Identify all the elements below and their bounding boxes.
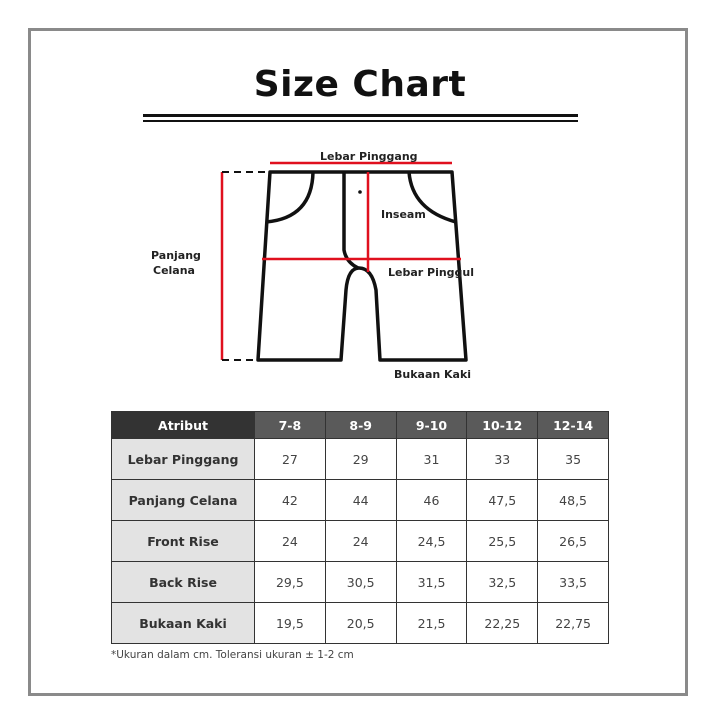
label-waist: Lebar Pinggang: [320, 150, 418, 163]
label-inseam: Inseam: [381, 208, 426, 221]
label-length-2: Celana: [153, 264, 195, 277]
table-row: Panjang Celana 42 44 46 47,5 48,5: [111, 479, 609, 521]
button-dot: [358, 190, 362, 194]
cell: 33,5: [537, 561, 609, 603]
cell: 19,5: [254, 602, 326, 644]
header-cell: 9-10: [395, 411, 468, 439]
label-hip: Lebar Pinggul: [388, 266, 475, 279]
cell: 22,75: [537, 602, 609, 644]
table-row: Bukaan Kaki 19,5 20,5 21,5 22,25 22,75: [111, 602, 609, 644]
row-label: Back Rise: [111, 561, 255, 603]
header-cell: Atribut: [111, 411, 255, 439]
cell: 31: [395, 438, 468, 480]
table-header: Atribut 7-8 8-9 9-10 10-12 12-14: [111, 411, 609, 439]
header-cell: 12-14: [537, 411, 609, 439]
cell: 29,5: [254, 561, 326, 603]
cell: 21,5: [395, 602, 468, 644]
cell: 25,5: [466, 520, 539, 562]
table-row: Back Rise 29,5 30,5 31,5 32,5 33,5: [111, 561, 609, 603]
table-row: Lebar Pinggang 27 29 31 33 35: [111, 438, 609, 480]
cell: 30,5: [324, 561, 397, 603]
cell: 29: [324, 438, 397, 480]
cell: 26,5: [537, 520, 609, 562]
header-cell: 7-8: [254, 411, 326, 439]
cell: 22,25: [466, 602, 539, 644]
size-table: Atribut 7-8 8-9 9-10 10-12 12-14 Lebar P…: [111, 411, 609, 644]
title-rule-top: [143, 114, 578, 117]
label-leg-opening: Bukaan Kaki: [394, 368, 472, 381]
cell: 46: [395, 479, 468, 521]
row-label: Bukaan Kaki: [111, 602, 255, 644]
header-cell: 8-9: [324, 411, 397, 439]
cell: 35: [537, 438, 609, 480]
dashed-guides: [222, 171, 266, 361]
table-row: Front Rise 24 24 24,5 25,5 26,5: [111, 520, 609, 562]
size-note: *Ukuran dalam cm. Toleransi ukuran ± 1-2…: [111, 649, 354, 661]
cell: 24,5: [395, 520, 468, 562]
cell: 24: [254, 520, 326, 562]
title-rule-bottom: [143, 120, 578, 122]
page-frame: [28, 28, 688, 696]
header-cell: 10-12: [466, 411, 539, 439]
row-label: Front Rise: [111, 520, 255, 562]
cell: 47,5: [466, 479, 539, 521]
label-length-1: Panjang: [151, 249, 201, 262]
cell: 31,5: [395, 561, 468, 603]
cell: 33: [466, 438, 539, 480]
row-label: Lebar Pinggang: [111, 438, 255, 480]
page-title: Size Chart: [253, 64, 467, 105]
row-label: Panjang Celana: [111, 479, 255, 521]
cell: 44: [324, 479, 397, 521]
cell: 48,5: [537, 479, 609, 521]
measure-lines: [220, 161, 461, 360]
cell: 20,5: [324, 602, 397, 644]
cell: 24: [324, 520, 397, 562]
shorts-diagram: [220, 161, 468, 362]
cell: 42: [254, 479, 326, 521]
cell: 27: [254, 438, 326, 480]
cell: 32,5: [466, 561, 539, 603]
